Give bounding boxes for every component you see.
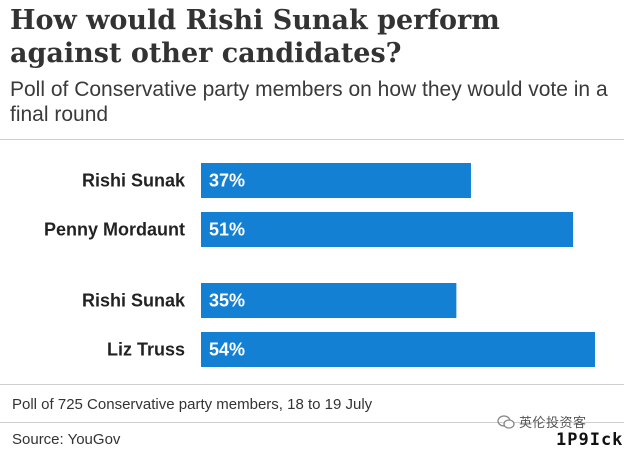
bar-value-label: 54% (209, 340, 245, 360)
bottom-divider (0, 422, 624, 423)
bar (201, 212, 574, 247)
bar-value-label: 35% (209, 291, 245, 311)
category-label: Rishi Sunak (82, 291, 186, 311)
category-label: Liz Truss (107, 340, 185, 360)
chart-subtitle: Poll of Conservative party members on ho… (10, 78, 608, 126)
bar (201, 283, 457, 318)
poll-footnote: Poll of 725 Conservative party members, … (12, 396, 373, 413)
bar (201, 332, 595, 367)
category-label: Rishi Sunak (82, 171, 186, 191)
bar (201, 163, 471, 198)
middle-divider (0, 384, 624, 385)
watermark-brand: 1P9Ick (556, 430, 624, 450)
bar-value-label: 51% (209, 220, 245, 240)
source-note: Source: YouGov (12, 431, 121, 448)
chat-bubble-icon (497, 414, 515, 430)
category-label: Penny Mordaunt (44, 220, 185, 240)
bar-value-label: 37% (209, 171, 245, 191)
top-divider (0, 139, 624, 140)
bar-chart: Rishi Sunak 37% Penny Mordaunt 51% Rishi Sun… (44, 163, 595, 367)
watermark: 英伦投资客 (497, 412, 587, 431)
watermark-text: 英伦投资客 (519, 415, 587, 430)
chart-title: How would Rishi Sunak perform against ot… (10, 5, 500, 69)
